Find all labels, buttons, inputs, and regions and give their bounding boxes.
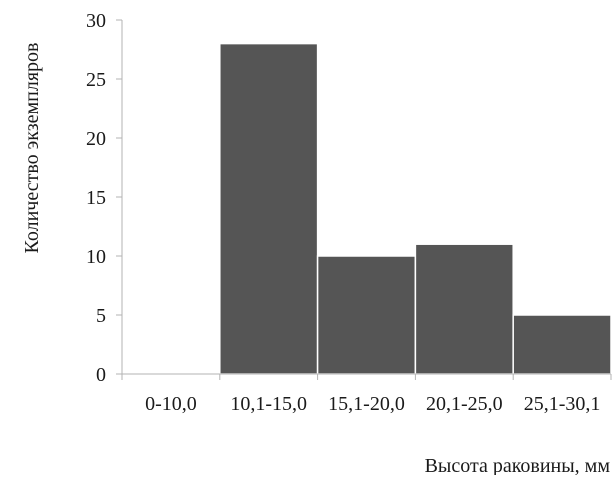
- bars-layer: [219, 42, 612, 375]
- ticks-layer: 0 5 10 15 20 25 30 0-10,0 10,1-15,0 15,1-20,0 20,1…: [86, 10, 612, 415]
- x-tick-label: 15,1-20,0: [328, 393, 405, 415]
- bar-15,1-20,0: [316, 255, 417, 375]
- x-tick-label: 25,1-30,1: [524, 393, 601, 415]
- y-tick-label: 25: [86, 69, 106, 91]
- x-tick-label: 0-10,0: [145, 393, 197, 415]
- y-tick-label: 20: [86, 128, 106, 150]
- bar-10,1-15,0: [219, 42, 319, 375]
- y-tick-label: 10: [86, 246, 106, 268]
- bar-20,1-25,0: [414, 243, 514, 375]
- y-tick-label: 15: [86, 187, 106, 209]
- x-tick-label: 10,1-15,0: [230, 393, 307, 415]
- x-axis-title: Высота раковины, мм: [425, 455, 611, 475]
- y-tick-label: 30: [86, 10, 106, 32]
- bar-25,1-30,1: [512, 314, 612, 375]
- y-tick-label: 0: [96, 364, 106, 386]
- y-tick-label: 5: [96, 305, 106, 327]
- x-tick-label: 20,1-25,0: [426, 393, 503, 415]
- y-axis-title: Количество экземпляров: [21, 43, 43, 254]
